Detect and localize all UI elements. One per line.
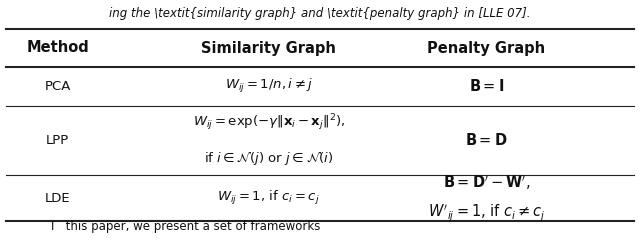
Text: I   this paper, we present a set of frameworks: I this paper, we present a set of framew… xyxy=(51,220,321,233)
Text: $W_{ij} = 1/n, i \neq j$: $W_{ij} = 1/n, i \neq j$ xyxy=(225,77,313,96)
Text: Penalty Graph: Penalty Graph xyxy=(428,41,545,55)
Text: ing the \textit{similarity graph} and \textit{penalty graph} in [LLE 07].: ing the \textit{similarity graph} and \t… xyxy=(109,7,531,20)
Text: $\mathbf{B} = \mathbf{D}' - \mathbf{W}',$: $\mathbf{B} = \mathbf{D}' - \mathbf{W}',… xyxy=(443,173,530,192)
Text: Similarity Graph: Similarity Graph xyxy=(202,41,336,55)
Text: $\mathbf{B} = \mathbf{D}$: $\mathbf{B} = \mathbf{D}$ xyxy=(465,132,508,148)
Text: LPP: LPP xyxy=(46,134,69,147)
Text: Method: Method xyxy=(26,41,89,55)
Text: $W_{ij} = \exp(-\gamma\|\mathbf{x}_i - \mathbf{x}_j\|^2),$: $W_{ij} = \exp(-\gamma\|\mathbf{x}_i - \… xyxy=(193,112,345,133)
Text: if $i \in \mathcal{N}(j)$ or $j \in \mathcal{N}(i)$: if $i \in \mathcal{N}(j)$ or $j \in \mat… xyxy=(204,149,333,168)
Text: $W'_{ij} = 1$, if $c_i \neq c_j$: $W'_{ij} = 1$, if $c_i \neq c_j$ xyxy=(428,203,545,224)
Text: $\mathbf{B} = \mathbf{I}$: $\mathbf{B} = \mathbf{I}$ xyxy=(468,78,504,94)
Text: LDE: LDE xyxy=(45,192,70,204)
Text: PCA: PCA xyxy=(44,80,71,93)
Text: $W_{ij} = 1$, if $c_i = c_j$: $W_{ij} = 1$, if $c_i = c_j$ xyxy=(218,189,320,207)
